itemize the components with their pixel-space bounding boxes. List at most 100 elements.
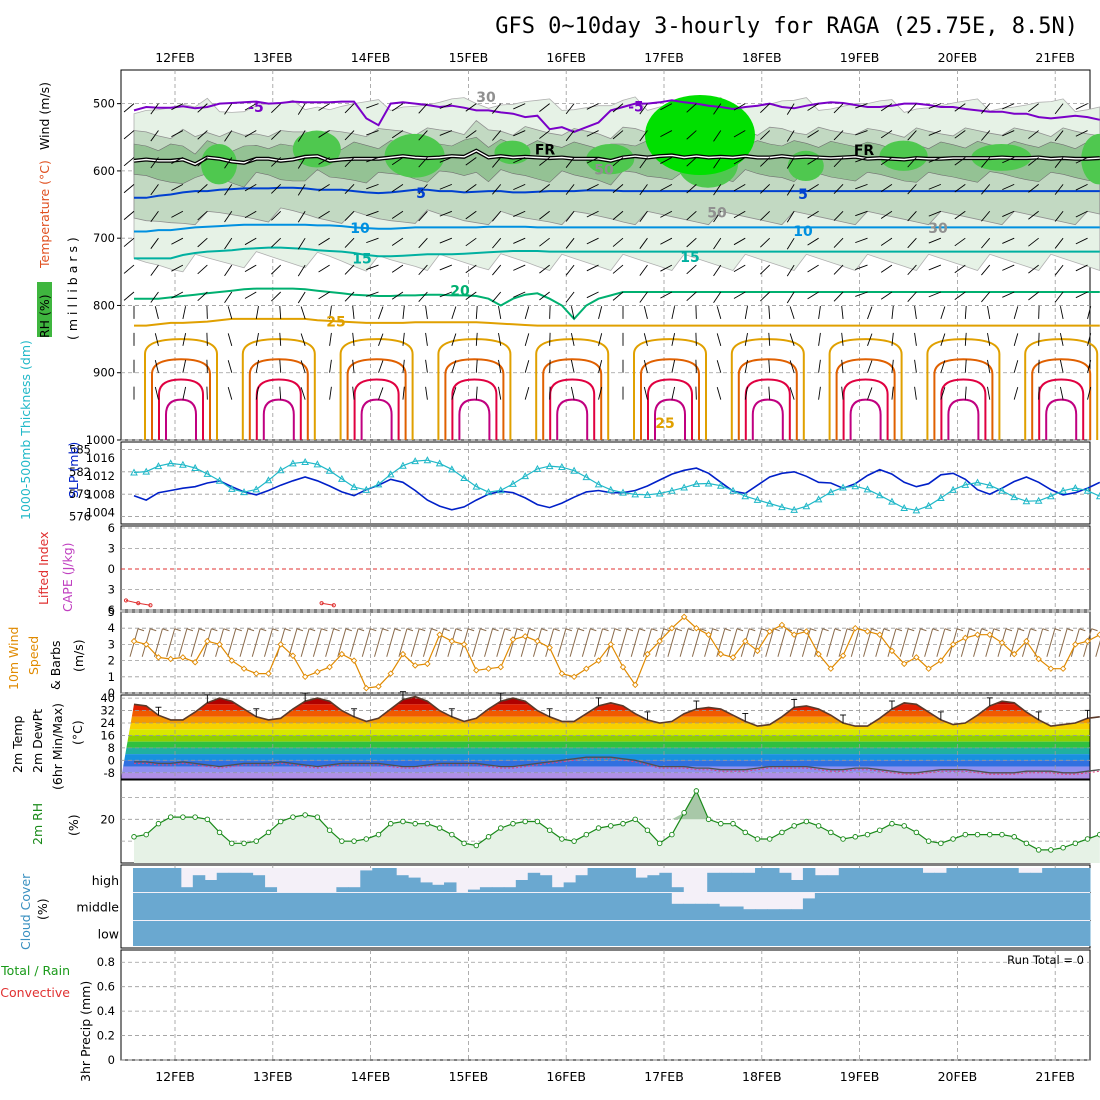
cloud-bar-low <box>1018 921 1031 946</box>
wind10-barb <box>312 628 322 657</box>
wind-barb <box>297 264 306 277</box>
cloud-bar-middle <box>707 903 720 920</box>
cloud-bar-low <box>408 921 421 946</box>
wind-barb <box>716 387 722 400</box>
cloud-bar-high <box>814 875 828 892</box>
rh2m-marker <box>595 825 602 831</box>
cloud-bar-high <box>970 868 983 892</box>
wind10-marker <box>399 650 407 658</box>
cloud-bar-middle <box>647 893 660 920</box>
date-label-bottom: 14FEB <box>351 1069 391 1084</box>
label-25-b: 25 <box>655 416 674 432</box>
cloud-bar-high <box>1042 868 1055 892</box>
wind-barb <box>271 237 282 248</box>
date-label-bottom: 18FEB <box>742 1069 782 1084</box>
rh2m-marker <box>192 814 198 820</box>
wind-barb <box>833 264 844 275</box>
wind-barb <box>744 386 748 400</box>
thickness-label: 1000-500mb Thickness (dm) <box>18 340 33 520</box>
cloud-bar-low <box>503 921 517 946</box>
cloud-bar-low <box>479 921 493 946</box>
wind-barb <box>513 291 526 298</box>
rh2m-marker <box>999 831 1005 838</box>
wind-barb <box>660 103 673 111</box>
wind10-barb <box>471 628 481 657</box>
wind-barb <box>586 157 599 164</box>
wind-barb <box>439 130 453 136</box>
wind-barb <box>465 130 477 139</box>
wind-barb <box>612 291 624 301</box>
slp-marker <box>985 481 994 489</box>
wind-barb <box>1087 306 1092 320</box>
wind-barb <box>713 157 722 169</box>
cloud-bar-low <box>970 921 983 946</box>
wind-barb <box>639 237 648 249</box>
wind-barb <box>1002 130 1015 137</box>
rh2m-marker <box>216 829 223 836</box>
cloud-bar-middle <box>982 893 995 920</box>
rh2m-marker <box>522 818 528 825</box>
wind-barb <box>1013 360 1019 373</box>
wind-barb <box>867 306 873 320</box>
wind-barb <box>439 103 453 109</box>
wind-barb <box>498 306 502 319</box>
wind10-barb <box>361 628 371 657</box>
wind-barb <box>244 157 257 165</box>
wind-barb <box>465 291 477 301</box>
wind-barb <box>760 103 771 113</box>
wind10-barb-flag <box>712 628 719 632</box>
slp-marker <box>545 462 554 470</box>
boundary-layer-isotherm <box>444 358 505 440</box>
wind-barb <box>660 157 673 164</box>
wind10-marker <box>1023 637 1030 645</box>
cloud-bar-low <box>228 921 242 946</box>
date-label-top: 20FEB <box>938 50 978 65</box>
slp-marker <box>802 502 811 510</box>
wind-barb <box>716 333 722 346</box>
wind-barb <box>300 306 306 320</box>
wind10-barb-flag <box>724 628 731 632</box>
cloud-bar-middle <box>348 893 361 920</box>
wind-barb <box>841 386 844 400</box>
wind10-marker <box>949 641 957 648</box>
wind-barb <box>344 210 355 221</box>
wind-barb <box>378 360 384 373</box>
wind-barb <box>880 291 893 300</box>
wind10-marker <box>448 637 456 645</box>
cloud-bar-middle <box>970 893 983 920</box>
wind10-barb-flag <box>1005 628 1013 632</box>
cloud-bar-low <box>1078 921 1091 946</box>
cloud-bar-middle <box>300 893 313 920</box>
rh2m-label: 2m RH <box>30 803 45 845</box>
slp-marker <box>998 486 1006 494</box>
rh2m-marker <box>962 831 969 838</box>
wind-barb <box>271 130 282 140</box>
slp-marker <box>484 488 493 496</box>
rh2m-labels: 2m RH (%) <box>30 803 81 845</box>
boundary-layer-isotherm <box>842 378 889 440</box>
wind-barb <box>1028 103 1039 112</box>
wind-barb <box>570 333 575 346</box>
wind-barb <box>1054 157 1064 168</box>
wind-barb <box>586 291 599 299</box>
wind10-barb <box>508 628 518 657</box>
cloud-bar-low <box>444 921 457 946</box>
cloud-bar-low <box>575 921 589 946</box>
wind10-barb <box>557 628 567 657</box>
wind10-barb <box>887 628 897 657</box>
wind10-barb <box>386 628 396 657</box>
temp2m-label-c: (6hr Min/Max) <box>50 703 65 790</box>
wind-barb <box>867 387 873 400</box>
rh2m-marker <box>510 820 516 827</box>
wind-barb <box>391 264 404 273</box>
wind10-marker <box>717 650 725 658</box>
slp-marker <box>826 488 835 496</box>
wind-barb <box>713 291 722 304</box>
wind-barb <box>465 264 477 274</box>
precip-y-tick: 0.4 <box>97 1004 115 1018</box>
cloud-bar-low <box>144 921 158 946</box>
wind-barb <box>171 130 184 138</box>
rh2m-marker <box>925 838 932 844</box>
cloud-bar-high <box>994 868 1007 892</box>
wind-barb <box>418 184 428 195</box>
